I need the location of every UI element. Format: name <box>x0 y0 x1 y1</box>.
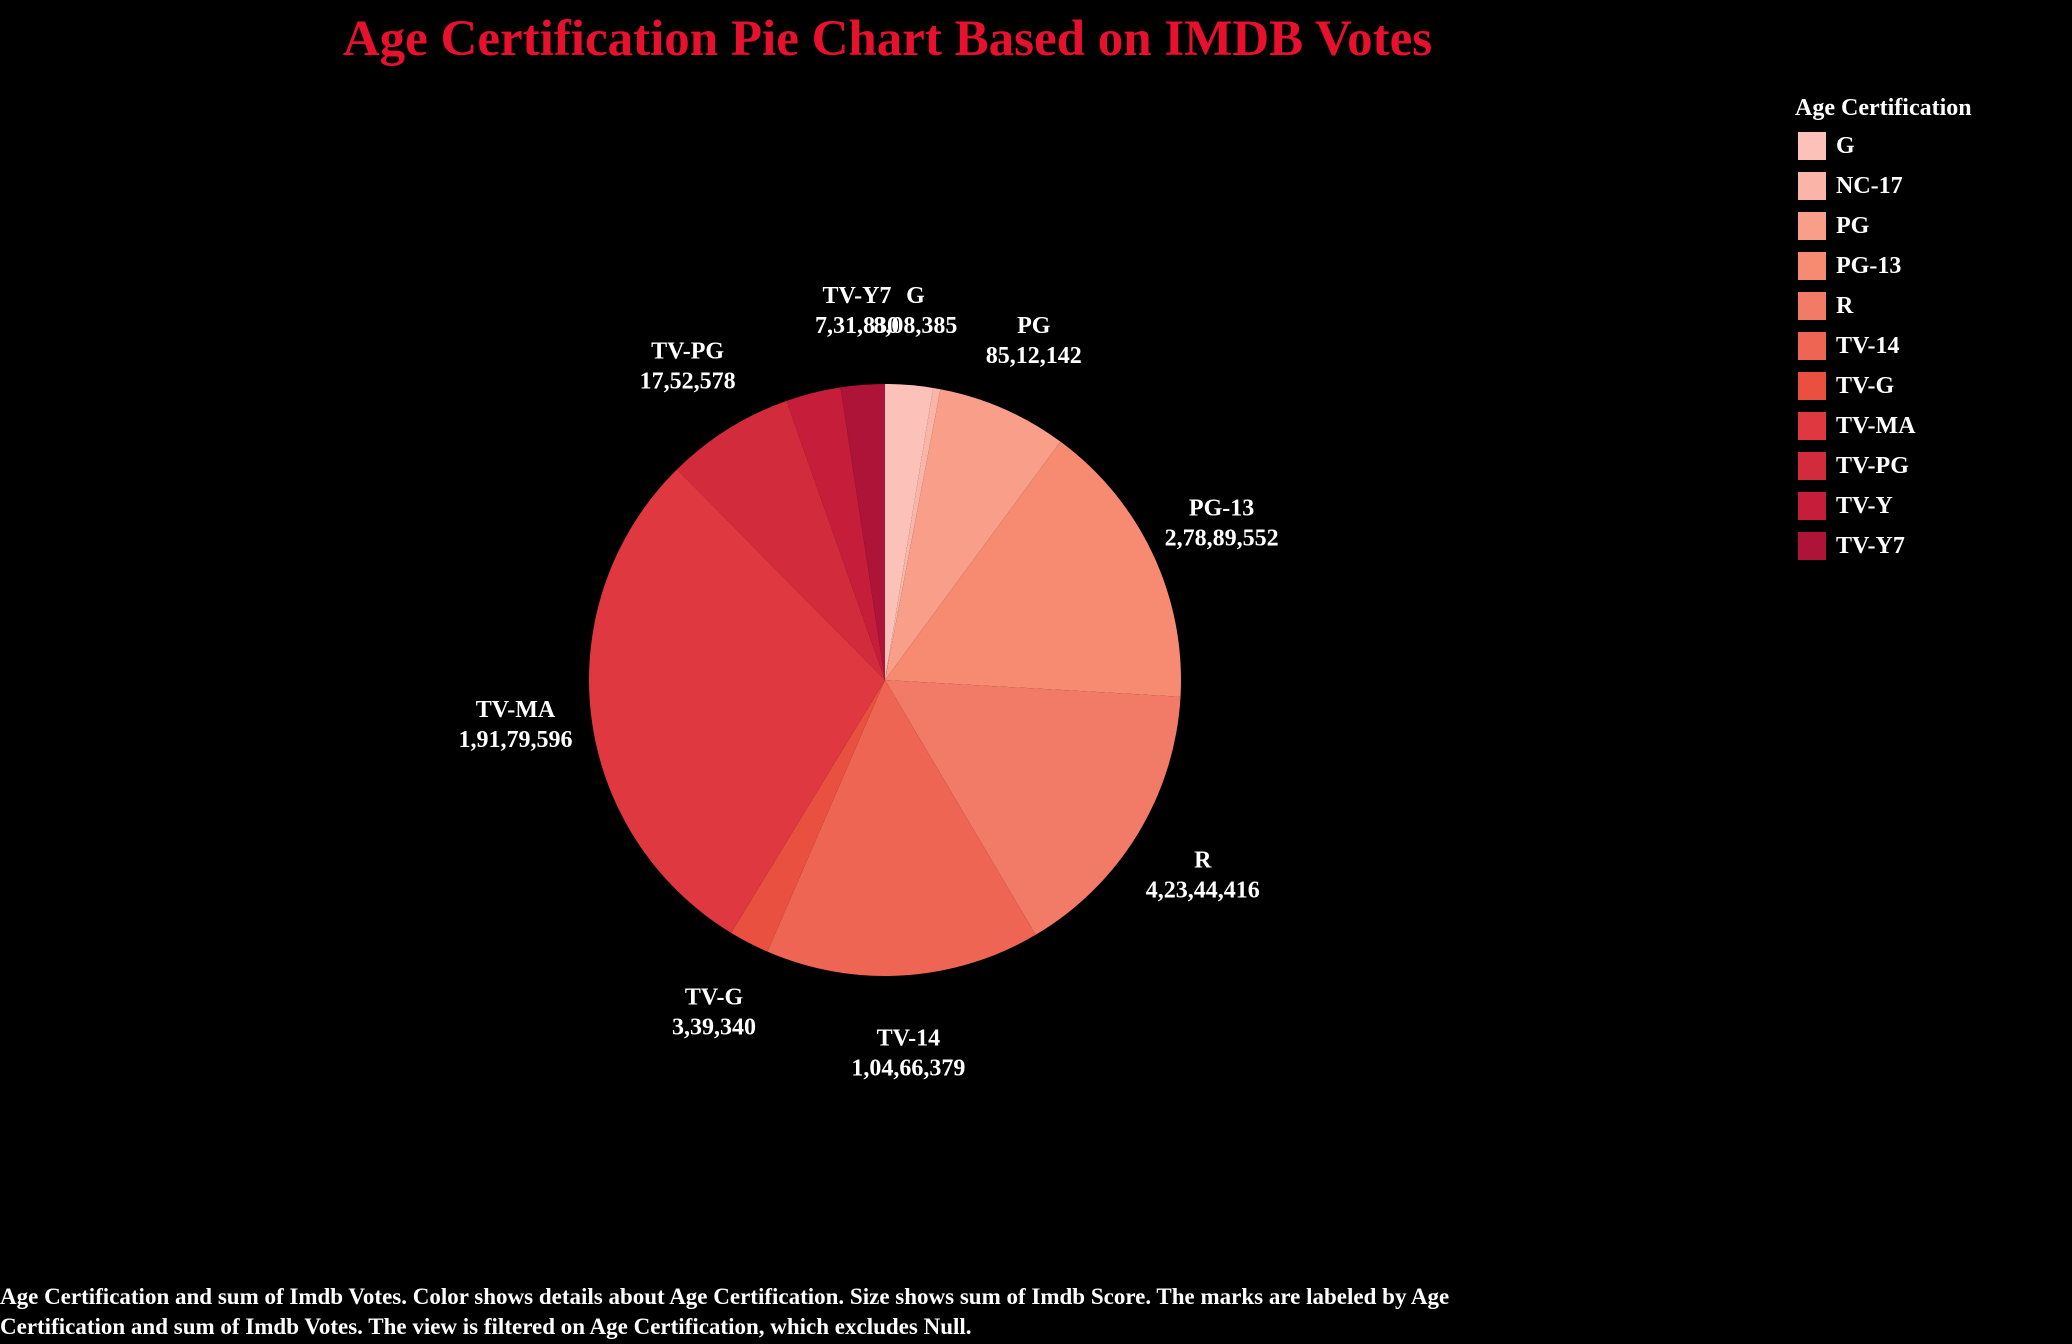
slice-label-pg: PG <box>1017 313 1051 339</box>
legend-label: TV-Y7 <box>1836 532 1905 559</box>
pie-slice-pg-13[interactable] <box>885 441 1182 697</box>
slice-value-pg: 85,12,142 <box>986 343 1082 369</box>
legend-label: TV-PG <box>1836 452 1909 479</box>
legend-item-tv-14[interactable]: TV-14 <box>1795 326 1972 366</box>
pie-slice-tv-y7[interactable] <box>840 384 885 680</box>
legend-item-tv-y[interactable]: TV-Y <box>1795 486 1972 526</box>
slice-value-tv-pg: 17,52,578 <box>640 369 736 395</box>
legend-label: G <box>1836 132 1855 159</box>
slice-label-tv-14: TV-14 <box>877 1025 941 1051</box>
pie-slice-r[interactable] <box>885 680 1181 935</box>
legend-swatch <box>1798 492 1826 520</box>
legend-item-r[interactable]: R <box>1795 286 1972 326</box>
legend-label: PG <box>1836 212 1870 239</box>
legend-label: PG-13 <box>1836 252 1902 279</box>
legend-swatch <box>1798 372 1826 400</box>
legend-label: R <box>1836 292 1854 319</box>
legend-swatch <box>1798 332 1826 360</box>
pie-slice-tv-ma[interactable] <box>589 469 885 933</box>
legend-swatch <box>1798 172 1826 200</box>
pie-slice-pg[interactable] <box>885 389 1061 680</box>
pie-slice-tv-pg[interactable] <box>677 400 885 680</box>
slice-label-r: R <box>1194 847 1212 873</box>
legend-swatch <box>1798 212 1826 240</box>
pie-slice-g[interactable] <box>885 384 934 680</box>
legend-swatch <box>1798 452 1826 480</box>
legend-item-pg[interactable]: PG <box>1795 206 1972 246</box>
slice-value-tv-g: 3,39,340 <box>672 1014 756 1040</box>
legend-label: NC-17 <box>1836 172 1903 199</box>
legend-swatch <box>1798 292 1826 320</box>
legend-item-tv-pg[interactable]: TV-PG <box>1795 446 1972 486</box>
slice-label-pg-13: PG-13 <box>1189 496 1254 522</box>
footer-note-line-1: Age Certification and sum of Imdb Votes.… <box>0 1284 1450 1309</box>
footer-note: Age Certification and sum of Imdb Votes.… <box>0 1282 1700 1342</box>
pie-slice-nc-17[interactable] <box>885 387 941 680</box>
pie-slice-tv-14[interactable] <box>767 680 1036 977</box>
legend-label: TV-MA <box>1836 412 1916 439</box>
slice-value-tv-14: 1,04,66,379 <box>851 1055 965 1081</box>
legend-swatch <box>1798 252 1826 280</box>
slice-label-tv-ma: TV-MA <box>476 697 556 723</box>
slice-label-tv-pg: TV-PG <box>651 339 724 365</box>
legend-swatch <box>1798 412 1826 440</box>
slice-value-pg-13: 2,78,89,552 <box>1165 526 1279 552</box>
legend-label: TV-Y <box>1836 492 1893 519</box>
legend-title: Age Certification <box>1795 95 1972 121</box>
slice-label-g: G <box>906 283 925 309</box>
slice-value-tv-y7: 7,31,830 <box>815 313 899 339</box>
legend-swatch <box>1798 532 1826 560</box>
legend-item-nc-17[interactable]: NC-17 <box>1795 166 1972 206</box>
chart-title: Age Certification Pie Chart Based on IMD… <box>342 11 1433 67</box>
slice-value-g: 8,08,385 <box>873 313 957 339</box>
slice-label-tv-y7: TV-Y7 <box>823 283 892 309</box>
legend-item-tv-y7[interactable]: TV-Y7 <box>1795 526 1972 566</box>
footer-note-line-2: Certification and sum of Imdb Votes. The… <box>0 1314 972 1339</box>
slice-value-r: 4,23,44,416 <box>1146 877 1260 903</box>
legend-item-g[interactable]: G <box>1795 126 1972 166</box>
legend-item-tv-g[interactable]: TV-G <box>1795 366 1972 406</box>
legend-item-pg-13[interactable]: PG-13 <box>1795 246 1972 286</box>
legend-label: TV-G <box>1836 372 1895 399</box>
legend: Age Certification G NC-17 PG PG-13 R TV-14 TV-… <box>1795 95 1972 566</box>
legend-item-tv-ma[interactable]: TV-MA <box>1795 406 1972 446</box>
legend-label: TV-14 <box>1836 332 1900 359</box>
slice-label-tv-g: TV-G <box>685 984 744 1010</box>
slice-value-tv-ma: 1,91,79,596 <box>459 727 573 753</box>
pie-slice-tv-y[interactable] <box>786 387 885 680</box>
pie-slice-tv-g[interactable] <box>731 680 885 952</box>
legend-swatch <box>1798 132 1826 160</box>
